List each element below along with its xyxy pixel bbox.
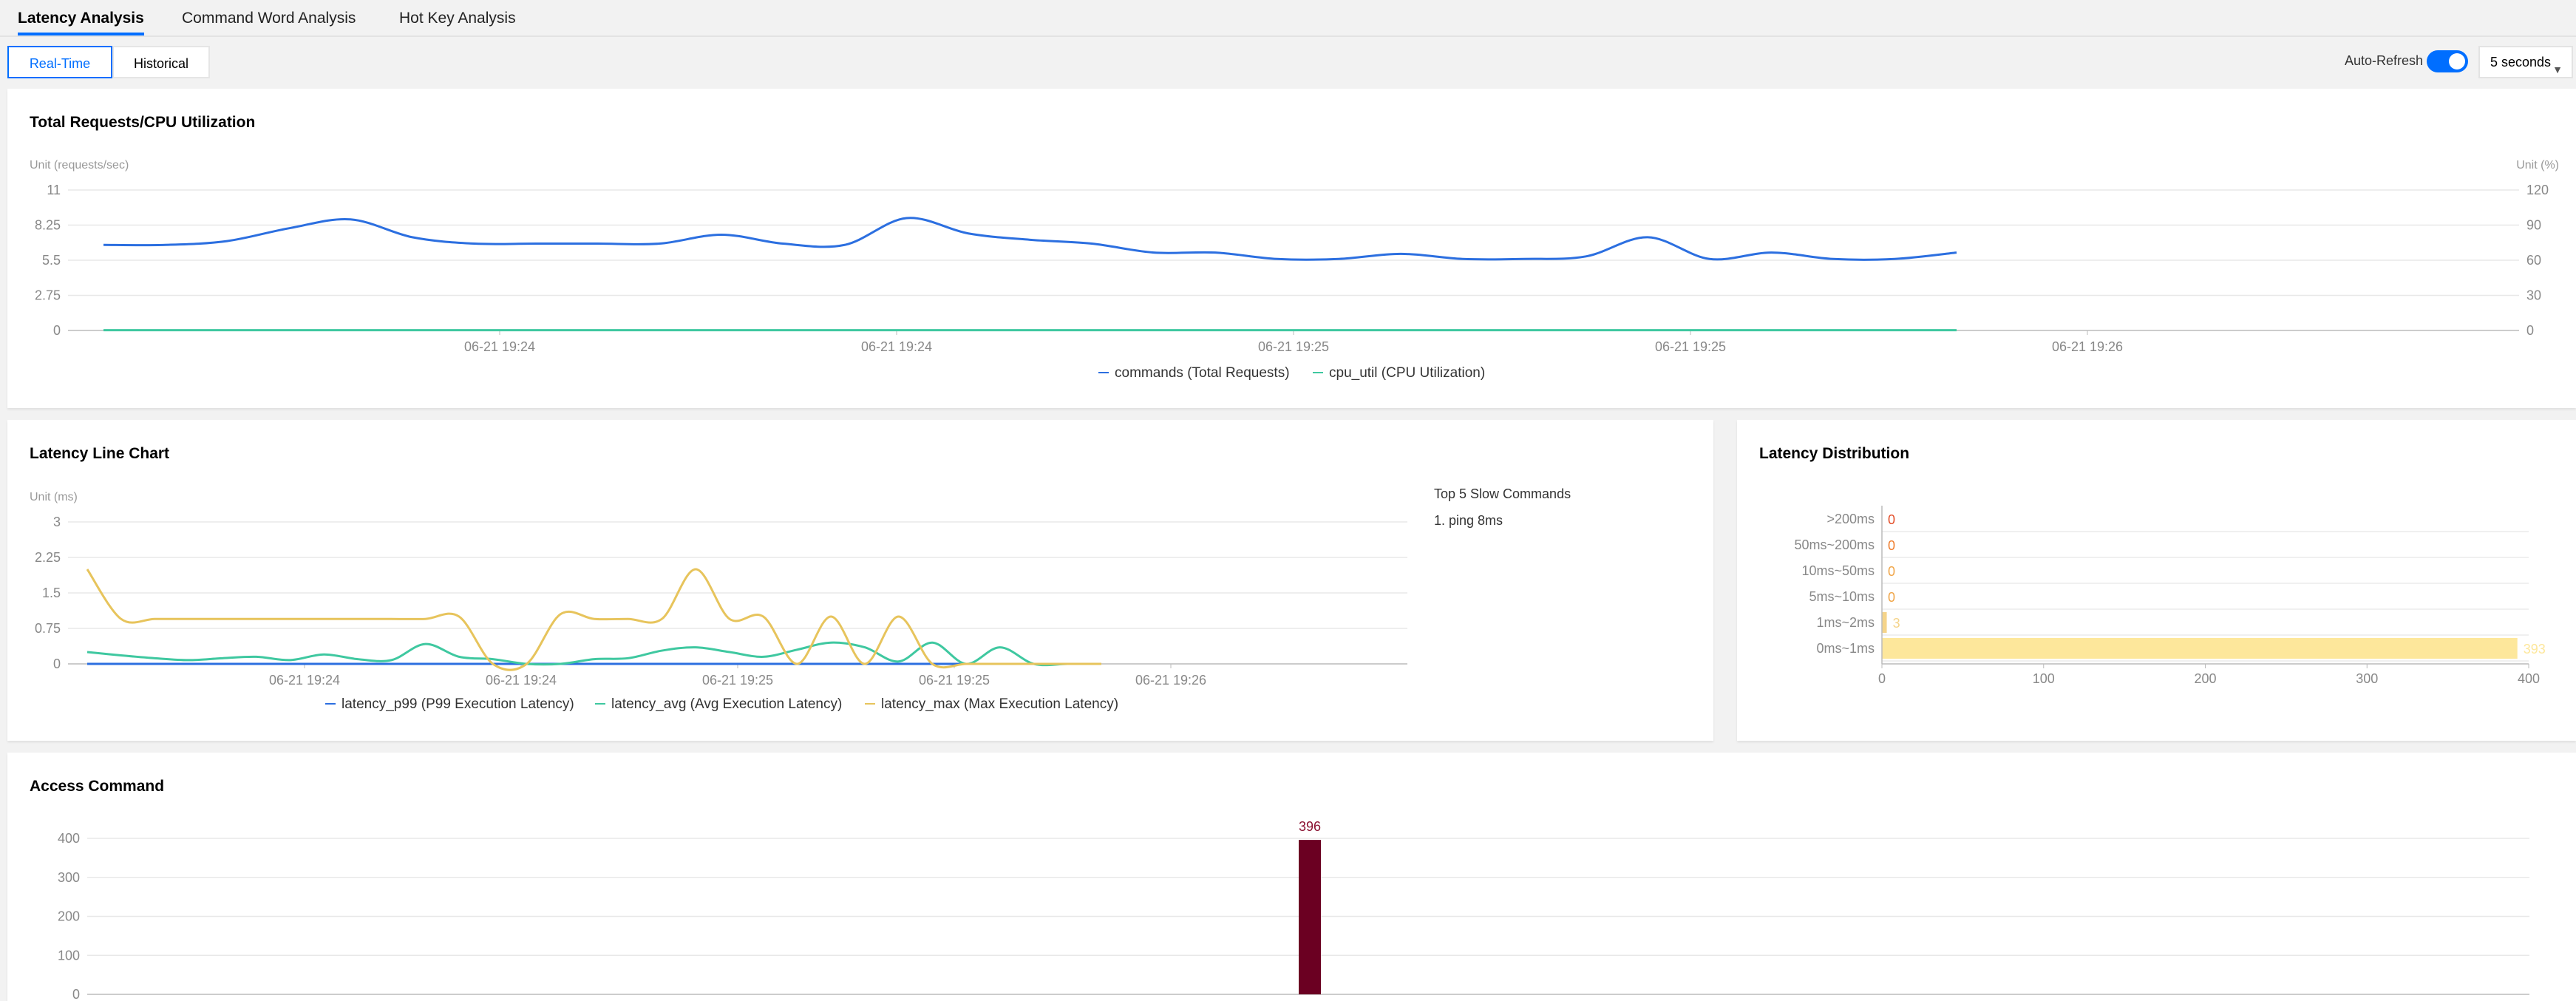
- y-tick: 0.75: [35, 621, 61, 636]
- y-tick: 0: [53, 656, 61, 671]
- y-tick-left: 0: [53, 323, 61, 338]
- latency-panel-title: Latency Line Chart: [30, 445, 170, 462]
- y-tick-right: 0: [2526, 323, 2534, 338]
- bar-value-label: 393: [2524, 642, 2546, 656]
- x-tick-label: 06-21 19:24: [269, 673, 340, 688]
- bar-value-label: 0: [1888, 538, 1895, 553]
- x-tick-label: 06-21 19:25: [702, 673, 773, 688]
- tab-latency-analysis[interactable]: Latency Analysis: [18, 7, 144, 35]
- series-line-1: [86, 641, 1101, 667]
- requests-panel-title: Total Requests/CPU Utilization: [30, 114, 256, 131]
- latency-chart: Unit (ms) 3 2.25 1.5 0.75 0 06-21 19:24 06-21 1…: [30, 491, 1407, 712]
- y-tick-right: 60: [2526, 253, 2541, 268]
- y-tick: 2.25: [35, 550, 61, 565]
- y-tick: 100: [58, 948, 80, 963]
- latency-panel: Latency Line Chart: [7, 420, 1713, 741]
- x-tick-label: 0: [1878, 671, 1886, 686]
- x-tick-label: 06-21 19:24: [486, 673, 557, 688]
- category-label: 5ms~10ms: [1809, 589, 1875, 604]
- category-label: 0ms~1ms: [1816, 641, 1875, 656]
- x-tick-label: 06-21 19:24: [464, 339, 535, 354]
- category-label: 50ms~200ms: [1794, 537, 1875, 552]
- y-tick: 300: [58, 870, 80, 885]
- category-label: >200ms: [1826, 512, 1875, 526]
- requests-chart: Unit (requests/sec) Unit (%) 11 120 8.25 90 5.…: [30, 159, 2559, 381]
- auto-refresh-toggle[interactable]: [2427, 50, 2468, 72]
- y-tick-right: 90: [2526, 218, 2541, 233]
- legend-label: latency_max (Max Execution Latency): [881, 696, 1118, 712]
- y-tick: 1.5: [42, 586, 61, 600]
- refresh-interval-value: 5 seconds: [2490, 55, 2552, 69]
- x-tick-label: 300: [2356, 671, 2378, 686]
- y-tick-left: 2.75: [35, 288, 61, 303]
- y-tick-right: 30: [2526, 288, 2541, 303]
- bar-value-label: 0: [1888, 564, 1895, 579]
- x-tick-label: 06-21 19:26: [2052, 339, 2123, 354]
- legend-label: commands (Total Requests): [1115, 365, 1290, 381]
- legend-label: latency_p99 (P99 Execution Latency): [341, 696, 574, 712]
- y-axis-right-label: Unit (%): [2516, 159, 2559, 172]
- x-tick-label: 400: [2518, 671, 2540, 686]
- y-tick: 0: [72, 987, 80, 1001]
- x-tick-label: 100: [2033, 671, 2055, 686]
- y-axis-label: Unit (ms): [30, 491, 78, 503]
- distribution-bar: [1882, 638, 2518, 659]
- slow-command-item: 1. ping 8ms: [1434, 513, 1503, 528]
- x-tick-label: 06-21 19:24: [861, 339, 932, 354]
- slow-commands-title: Top 5 Slow Commands: [1434, 486, 1571, 501]
- y-tick-left: 5.5: [42, 253, 61, 268]
- toolbar: Real-Time Historical Auto-Refresh 5 seco…: [0, 46, 2576, 80]
- access-panel-title: Access Command: [30, 778, 165, 795]
- distribution-bar: [1882, 612, 1887, 633]
- real-time-button[interactable]: Real-Time: [7, 46, 112, 78]
- series-line-0: [103, 217, 1957, 261]
- legend-label: latency_avg (Avg Execution Latency): [611, 696, 842, 712]
- chevron-down-icon: ▼: [2552, 64, 2563, 75]
- y-tick: 400: [58, 831, 80, 846]
- historical-button[interactable]: Historical: [112, 46, 210, 78]
- y-axis-left-label: Unit (requests/sec): [30, 159, 129, 172]
- bar-value-label: 0: [1888, 512, 1895, 527]
- y-tick: 200: [58, 909, 80, 924]
- x-tick-label: 06-21 19:25: [1258, 339, 1329, 354]
- category-label: 10ms~50ms: [1801, 563, 1875, 578]
- category-label: 1ms~2ms: [1816, 615, 1875, 630]
- access-bar: [1299, 840, 1321, 994]
- y-tick-left: 8.25: [35, 218, 61, 233]
- distribution-chart: >200ms 0 50ms~200ms 0 10ms~50ms 0 5ms~10ms 0 1ms…: [1794, 506, 2546, 686]
- x-tick-label: 06-21 19:25: [1655, 339, 1726, 354]
- x-tick-label: 06-21 19:25: [919, 673, 990, 688]
- y-tick-right: 120: [2526, 183, 2549, 197]
- distribution-panel-title: Latency Distribution: [1759, 445, 1910, 462]
- toggle-knob: [2449, 53, 2465, 69]
- bar-value-label: 0: [1888, 590, 1895, 605]
- auto-refresh-label: Auto-Refresh: [2345, 53, 2424, 68]
- x-tick-label: 06-21 19:26: [1135, 673, 1206, 688]
- refresh-interval-select[interactable]: 5 seconds ▼: [2478, 46, 2573, 78]
- tab-hot-key-analysis[interactable]: Hot Key Analysis: [399, 10, 516, 27]
- bar-value-label: 3: [1893, 616, 1900, 631]
- y-tick: 3: [53, 515, 61, 529]
- series-line-2: [86, 568, 1101, 671]
- y-tick-left: 11: [47, 183, 61, 197]
- bar-value-label: 396: [1299, 819, 1321, 834]
- legend-label: cpu_util (CPU Utilization): [1329, 365, 1485, 381]
- distribution-panel: Latency Distribution: [1737, 420, 2576, 741]
- x-tick-label: 200: [2194, 671, 2216, 686]
- tab-command-word-analysis[interactable]: Command Word Analysis: [182, 10, 356, 27]
- top-tab-bar: Latency Analysis Command Word Analysis H…: [0, 0, 2576, 37]
- requests-panel: Total Requests/CPU Utilization: [7, 89, 2576, 408]
